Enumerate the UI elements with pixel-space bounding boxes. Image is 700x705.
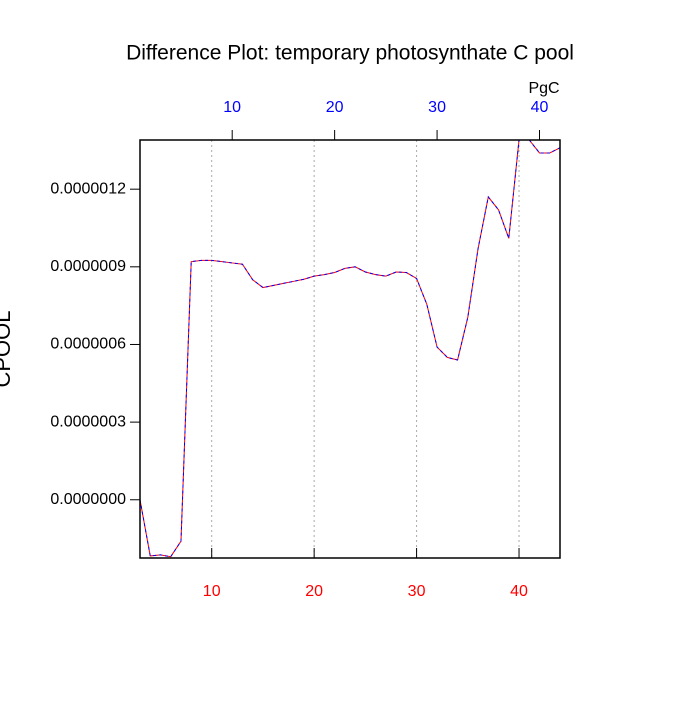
plot-frame [139, 139, 561, 559]
x-tick-label: 10 [203, 583, 221, 600]
y-tick-label: 0.0000006 [50, 336, 126, 353]
x2-tick-label: 10 [223, 99, 241, 116]
x2-tick-label: 20 [326, 99, 344, 116]
y-tick-label: 0.0000009 [50, 258, 126, 275]
x-tick-label: 40 [510, 583, 528, 600]
y-tick-label: 0.0000003 [50, 413, 126, 430]
y-tick-label: 0.0000012 [50, 180, 126, 197]
x2-tick-label: 40 [531, 99, 549, 116]
y-axis-label: CPOOL [0, 310, 15, 387]
x2-tick-label: 30 [428, 99, 446, 116]
x-tick-label: 30 [408, 583, 426, 600]
x2-axis-label: PgC [528, 80, 559, 97]
y-tick-label: 0.0000000 [50, 491, 126, 508]
x-tick-label: 20 [305, 583, 323, 600]
chart-title: Difference Plot: temporary photosynthate… [126, 42, 574, 65]
line-dash [140, 140, 560, 558]
